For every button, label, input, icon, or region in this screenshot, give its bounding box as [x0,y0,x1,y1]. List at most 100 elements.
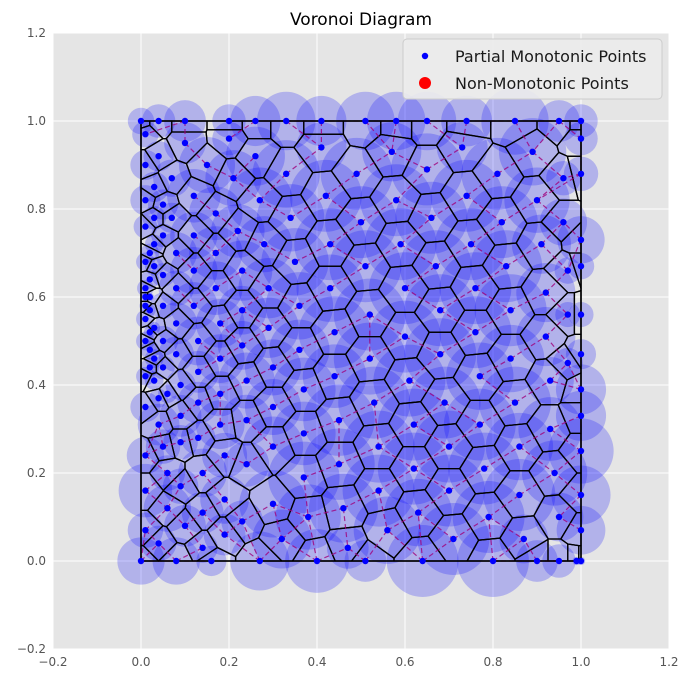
neighbor-link [378,424,415,448]
data-point [445,487,453,494]
data-point [335,417,343,424]
data-point [164,390,171,397]
data-point [239,342,246,349]
neighbor-link [241,309,269,329]
neighbor-link [202,498,225,514]
y-tick-label: −0.2 [17,642,46,656]
data-point [300,386,307,393]
data-point [142,315,149,323]
data-point [142,197,149,204]
data-point [283,170,290,177]
data-point [564,311,571,318]
neighbor-link [246,446,274,465]
data-point [542,289,549,296]
data-point [199,469,206,477]
neighbor-link [404,287,441,311]
neighbor-link [175,547,203,562]
data-point [538,241,545,248]
neighbor-link [378,468,415,492]
data-point [203,161,211,169]
neighbor-link [140,530,146,562]
data-point [177,381,184,389]
data-point [177,439,184,446]
data-point [410,465,417,472]
data-point [327,241,334,248]
data-point [318,144,325,151]
data-point [503,263,510,270]
neighbor-link [197,340,221,360]
data-point [142,373,149,380]
voronoi-cell [533,494,578,540]
neighbor-link [413,468,450,492]
data-point [142,302,149,309]
neighbor-link [453,516,489,540]
y-tick-label: 0.0 [27,554,46,568]
neighbor-link [554,472,582,496]
neighbor-link [479,358,511,377]
neighbor-link [193,252,217,272]
data-point [190,232,197,239]
data-point [437,351,444,358]
data-point [261,241,268,248]
data-point [560,219,567,226]
data-point [265,324,272,331]
neighbor-link [497,151,533,175]
data-point [432,263,439,270]
neighbor-link [378,490,388,531]
neighbor-link [426,120,463,148]
data-point [243,417,250,424]
legend-marker-partial [421,52,429,60]
neighbor-link [356,151,393,175]
data-point [437,307,444,314]
neighbor-link [439,309,476,333]
data-point [252,153,259,160]
neighbor-link [215,212,239,232]
neighbor-link [470,243,507,267]
neighbor-link [290,195,327,219]
data-point [168,175,175,182]
data-point [577,447,585,455]
neighbor-link [197,393,221,404]
neighbor-link [448,424,481,448]
data-point [577,412,585,419]
neighbor-link [193,234,217,254]
data-point [269,500,277,507]
data-point [485,513,492,521]
data-point [269,403,277,411]
data-point [142,131,149,138]
data-point [221,531,228,538]
neighbor-link [409,353,441,382]
data-point [340,505,347,512]
neighbor-link [404,336,441,355]
neighbor-link [409,380,445,404]
neighbor-link [246,406,274,421]
neighbor-link [338,446,379,465]
neighbor-link [558,120,582,140]
neighbor-link [461,120,468,148]
data-point [467,241,475,248]
x-tick-label: 0.6 [395,655,414,669]
neighbor-link [246,419,274,448]
data-point [142,337,149,345]
data-point [234,227,241,235]
data-point [278,535,285,543]
neighbor-link [501,199,538,223]
data-point [252,117,259,125]
neighbor-link [483,446,520,470]
neighbor-link [224,534,261,562]
neighbor-link [540,243,569,272]
neighbor-links [140,120,582,562]
neighbor-link [391,151,428,170]
data-point [463,192,470,199]
data-point [410,421,417,428]
neighbor-link [413,446,450,470]
data-point [577,117,585,125]
neighbor-link [175,252,195,272]
data-points [137,117,585,565]
neighbor-link [545,270,569,294]
neighbor-link [435,243,472,267]
neighbor-link [364,120,393,153]
neighbor-link [439,331,476,355]
data-point [212,210,219,217]
neighbor-link [303,375,335,390]
